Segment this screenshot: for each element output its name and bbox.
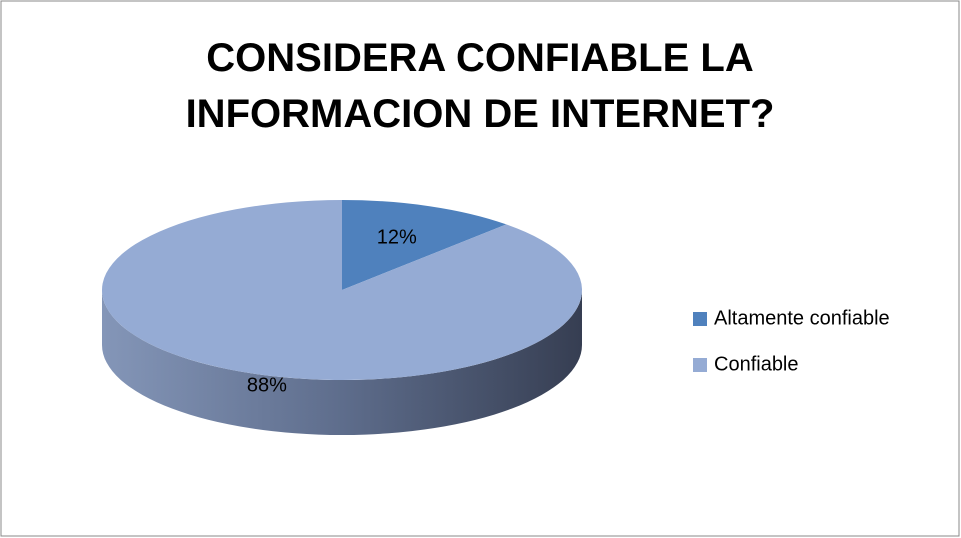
legend-swatch [693,312,707,326]
data-label: 12% [377,226,417,248]
slice-side [102,290,582,435]
slice [342,200,507,290]
legend-label: Altamente confiable [714,307,890,329]
slice [102,200,583,381]
data-label: 88% [247,374,287,396]
chart-title: CONSIDERA CONFIABLE LA INFORMACION DE IN… [185,36,775,136]
legend-swatch [693,358,707,372]
legend-label: Confiable [714,353,799,375]
